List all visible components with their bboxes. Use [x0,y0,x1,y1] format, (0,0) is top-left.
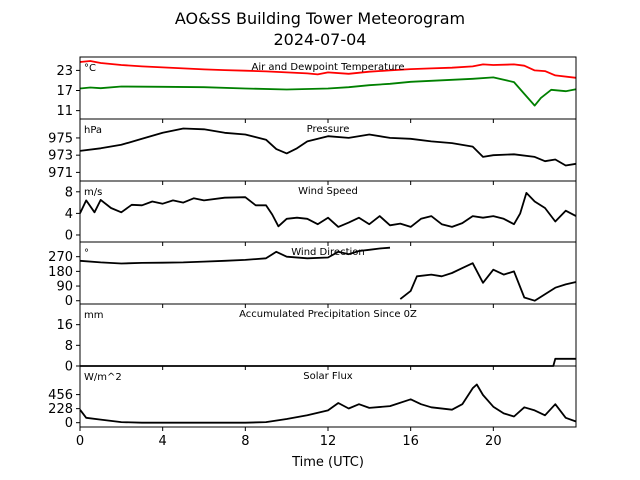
y-tick-label: 23 [56,64,73,79]
series-line-4-2 [399,262,577,302]
x-tick-label: 0 [76,434,84,449]
x-tick-label: 16 [402,434,419,449]
panel-title: Wind Direction [291,247,365,258]
x-tick-label: 8 [241,434,249,449]
panel-2: 971 973 975 hPa Pressure [48,118,577,185]
panel-title: Solar Flux [303,371,353,382]
y-tick-label: 90 [56,280,73,295]
y-tick-label: 4 [65,207,73,222]
y-tick-label: 16 [56,318,73,333]
series-line-6-1 [79,383,577,424]
y-tick-label: 180 [48,265,73,280]
chart-date: 2024-07-04 [274,30,367,49]
panel-unit: °C [84,63,96,74]
y-tick-label: 456 [48,388,73,403]
series-line-4-1 [79,246,391,265]
y-tick-label: 228 [48,402,73,417]
y-tick-label: 270 [48,250,73,265]
panel-unit: ° [84,248,89,259]
panel-title: Wind Speed [298,186,358,197]
series-line-1-1 [79,60,577,79]
x-tick-label: 20 [485,434,502,449]
chart-title: AO&SS Building Tower Meteorogram [175,9,465,28]
y-tick-label: 11 [56,104,73,119]
panel-title: Pressure [307,124,350,135]
panel-unit: m/s [84,187,102,198]
panel-unit: W/m^2 [84,372,122,383]
x-tick-label: 12 [320,434,337,449]
series-line-3-1 [79,192,577,228]
panel-unit: hPa [84,125,102,136]
y-tick-label: 973 [48,149,73,164]
series-line-2-1 [79,127,577,167]
y-tick-label: 971 [48,166,73,181]
panel-title: Air and Dewpoint Temperature [252,62,405,73]
series-line-1-2 [79,76,577,107]
y-tick-label: 0 [65,228,73,243]
panel-5: 0 8 16 mm Accumulated Precipitation Since 0Z [56,303,577,375]
y-tick-label: 975 [48,131,73,146]
y-tick-label: 17 [56,84,73,99]
x-axis: 0 4 8 12 16 20 [76,434,502,449]
x-axis-title: Time (UTC) [291,455,364,470]
series-line-5-1 [80,357,576,367]
panel-3: 0 4 8 m/s Wind Speed [65,180,577,246]
panel-unit: mm [84,310,103,321]
y-tick-label: 0 [65,294,73,309]
panel-1: 11 17 23 °C Air and Dewpoint Temperature [56,56,577,123]
y-tick-label: 0 [65,360,73,375]
y-tick-label: 8 [65,185,73,200]
x-tick-label: 4 [159,434,167,449]
panel-title: Accumulated Precipitation Since 0Z [239,309,417,320]
y-tick-label: 8 [65,339,73,354]
y-tick-label: 0 [65,416,73,431]
